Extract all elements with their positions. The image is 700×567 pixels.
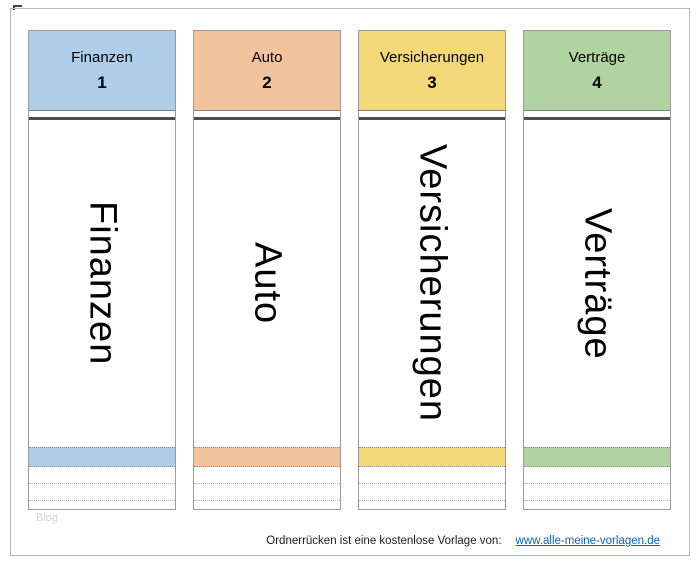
spine-divider-line [194, 117, 340, 120]
label-color-stripe [194, 447, 340, 467]
label-title: Verträge [568, 48, 626, 66]
label-bottom-space [524, 501, 670, 509]
blank-row [194, 467, 340, 484]
label-title: Versicherungen [379, 48, 485, 66]
watermark-text: Blog [36, 512, 59, 524]
label-body: Finanzen [29, 120, 175, 447]
blank-row [524, 467, 670, 484]
folder-spine-label: Finanzen 1 Finanzen [28, 30, 176, 510]
labels-row: Finanzen 1 Finanzen Auto 2 Auto [28, 30, 671, 510]
label-header: Versicherungen 3 [359, 31, 505, 111]
label-title: Finanzen [71, 48, 133, 66]
blank-row [29, 484, 175, 501]
spine-divider-line [524, 117, 670, 120]
label-header: Finanzen 1 [29, 31, 175, 111]
label-color-stripe [29, 447, 175, 467]
label-number: 1 [97, 72, 107, 92]
label-bottom-space [29, 501, 175, 509]
blank-row [29, 467, 175, 484]
folder-spine-label: Auto 2 Auto [193, 30, 341, 510]
blank-row [194, 484, 340, 501]
label-color-stripe [524, 447, 670, 467]
blank-row [359, 484, 505, 501]
label-color-stripe [359, 447, 505, 467]
folder-spine-label: Verträge 4 Verträge [523, 30, 671, 510]
spine-divider-line [29, 117, 175, 120]
label-body: Auto [194, 120, 340, 447]
label-body: Verträge [524, 120, 670, 447]
label-body: Versicherungen [359, 120, 505, 447]
footer-link[interactable]: www.alle-meine-vorlagen.de [515, 535, 660, 547]
spine-vertical-text: Versicherungen [411, 144, 454, 423]
footer: Ordnerrücken ist eine kostenlose Vorlage… [266, 535, 660, 547]
label-number: 2 [262, 72, 272, 92]
label-header: Auto 2 [194, 31, 340, 111]
blank-row [359, 467, 505, 484]
spine-vertical-text: Auto [246, 242, 289, 325]
spine-vertical-text: Finanzen [81, 201, 124, 366]
corner-crop-mark [13, 5, 22, 10]
label-number: 3 [427, 72, 437, 92]
label-title: Auto [251, 48, 283, 66]
spine-divider-line [359, 117, 505, 120]
spine-vertical-text: Verträge [576, 207, 619, 360]
label-number: 4 [592, 72, 602, 92]
blank-row [524, 484, 670, 501]
label-header: Verträge 4 [524, 31, 670, 111]
footer-text: Ordnerrücken ist eine kostenlose Vorlage… [266, 535, 502, 547]
folder-spine-label: Versicherungen 3 Versicherungen [358, 30, 506, 510]
label-bottom-space [359, 501, 505, 509]
label-bottom-space [194, 501, 340, 509]
